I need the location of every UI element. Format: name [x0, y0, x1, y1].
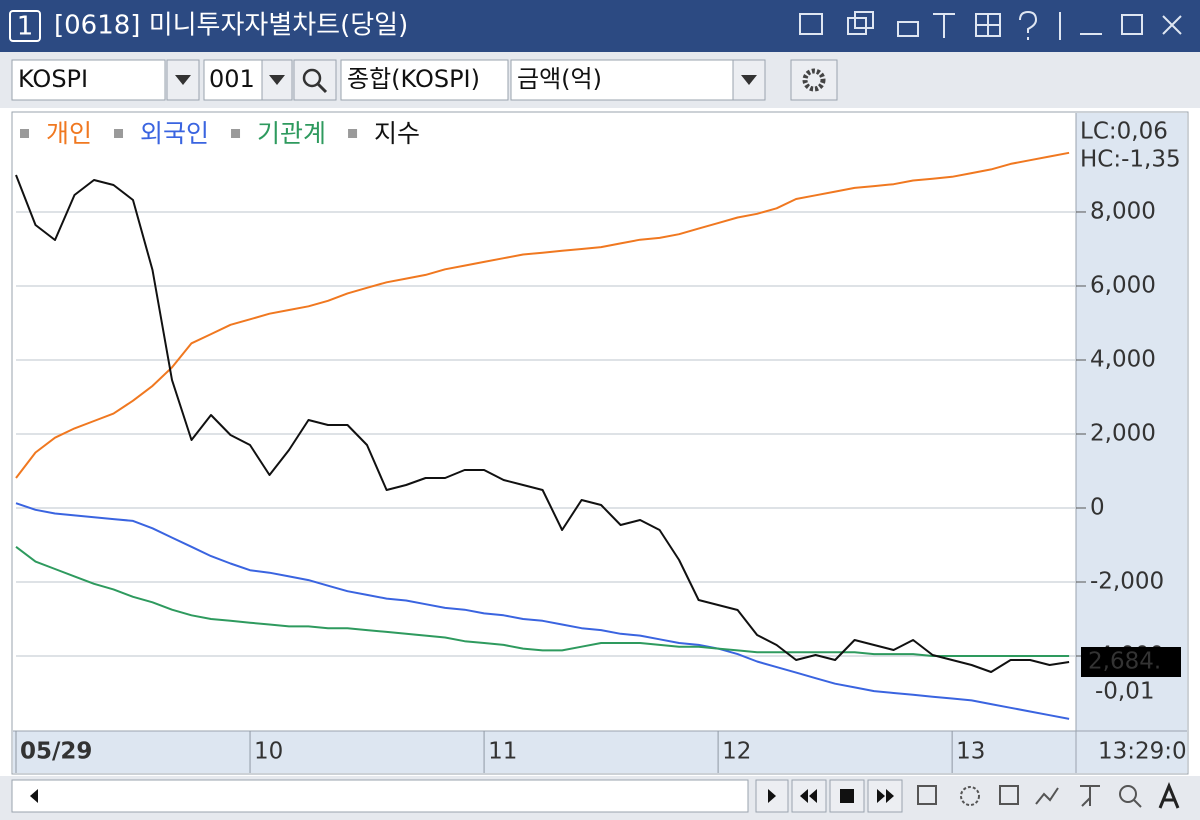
gear-icon — [802, 68, 826, 92]
y-tick-label: 8,000 — [1090, 198, 1156, 224]
tool-icon[interactable] — [1158, 782, 1180, 809]
y-tick-label: 6,000 — [1090, 272, 1156, 298]
stop-icon — [840, 789, 854, 803]
last-value-label: 2,684. — [1088, 649, 1161, 675]
last-change-label: -0,01 — [1095, 679, 1155, 705]
icon-lines — [976, 14, 1000, 36]
unit-combo[interactable] — [510, 59, 734, 101]
x-tick-label: 11 — [488, 739, 517, 765]
icon[interactable] — [897, 21, 919, 37]
code-value: 001 — [209, 65, 255, 93]
x-axis-panel — [13, 731, 1187, 773]
y-tick-label: 4,000 — [1090, 346, 1156, 372]
legend-swatch — [231, 129, 241, 138]
legend-swatch — [114, 129, 124, 138]
series-line — [15, 546, 1070, 657]
y-tick-label: -2,000 — [1090, 568, 1164, 594]
icon[interactable] — [799, 13, 823, 35]
icon[interactable] — [847, 17, 867, 35]
maximize-button[interactable] — [1121, 14, 1143, 35]
legend-label: 외국인 — [140, 119, 209, 148]
tool-icon[interactable] — [917, 785, 937, 805]
scrollbar[interactable] — [11, 779, 749, 813]
y-tick-label: 2,000 — [1090, 420, 1156, 446]
window-number: 1 — [17, 12, 34, 42]
index-name: 종합(KOSPI) — [347, 65, 480, 93]
legend-swatch — [20, 129, 29, 138]
scroll-left[interactable] — [30, 789, 38, 803]
hc-label: HC:-1,35 — [1080, 147, 1181, 173]
forward-icon — [877, 789, 894, 803]
index-name-box — [340, 59, 509, 101]
tool-icon[interactable] — [999, 785, 1019, 805]
icon[interactable] — [1019, 10, 1038, 40]
search-icon — [302, 68, 322, 88]
time-label: 13:29:0 — [1098, 739, 1187, 765]
chart-tools — [917, 782, 1180, 809]
play-icon — [768, 789, 776, 803]
tool-icon[interactable] — [1035, 787, 1059, 805]
chart-frame — [11, 111, 1189, 775]
series-line — [15, 502, 1070, 720]
code-combo[interactable] — [203, 59, 263, 101]
search-button[interactable] — [293, 59, 337, 101]
legend-label: 지수 — [374, 119, 420, 148]
market-value: KOSPI — [18, 65, 88, 93]
arrow — [741, 75, 757, 85]
lc-label: LC:0,06 — [1080, 119, 1168, 145]
legend-label: 기관계 — [257, 119, 326, 148]
x-tick-label: 05/29 — [20, 739, 92, 765]
playback-controls — [755, 779, 903, 813]
y-tick-label: 0 — [1090, 494, 1105, 520]
tool-icon — [1133, 799, 1142, 808]
series-line — [15, 174, 1070, 673]
last-value-box — [1081, 647, 1181, 677]
search-icon — [316, 82, 328, 94]
window-title: [0618] 미니투자자별차트(당일) — [54, 11, 408, 41]
unit-value: 금액(억) — [517, 65, 602, 93]
legend-label: 개인 — [46, 119, 92, 148]
series-line — [15, 151, 1070, 479]
tool-icon[interactable] — [1119, 785, 1137, 803]
plot: -4,000-2,00002,0004,0006,0008,00005/2910… — [15, 119, 1187, 773]
tool-icon[interactable] — [960, 786, 980, 806]
market-combo[interactable] — [11, 59, 166, 101]
icon[interactable] — [933, 13, 955, 38]
close-button[interactable] — [1162, 15, 1182, 35]
x-tick-label: 10 — [254, 739, 283, 765]
settings-button[interactable] — [790, 59, 838, 101]
icon[interactable] — [854, 11, 874, 29]
arrow — [175, 75, 191, 85]
tool-icon[interactable] — [1080, 785, 1100, 807]
x-tick-label: 13 — [956, 739, 985, 765]
legend-swatch — [348, 129, 358, 138]
title-icons — [799, 10, 1182, 40]
x-tick-label: 12 — [722, 739, 751, 765]
rewind-icon — [800, 789, 817, 803]
arrow — [269, 75, 285, 85]
window-number-box — [9, 10, 41, 42]
